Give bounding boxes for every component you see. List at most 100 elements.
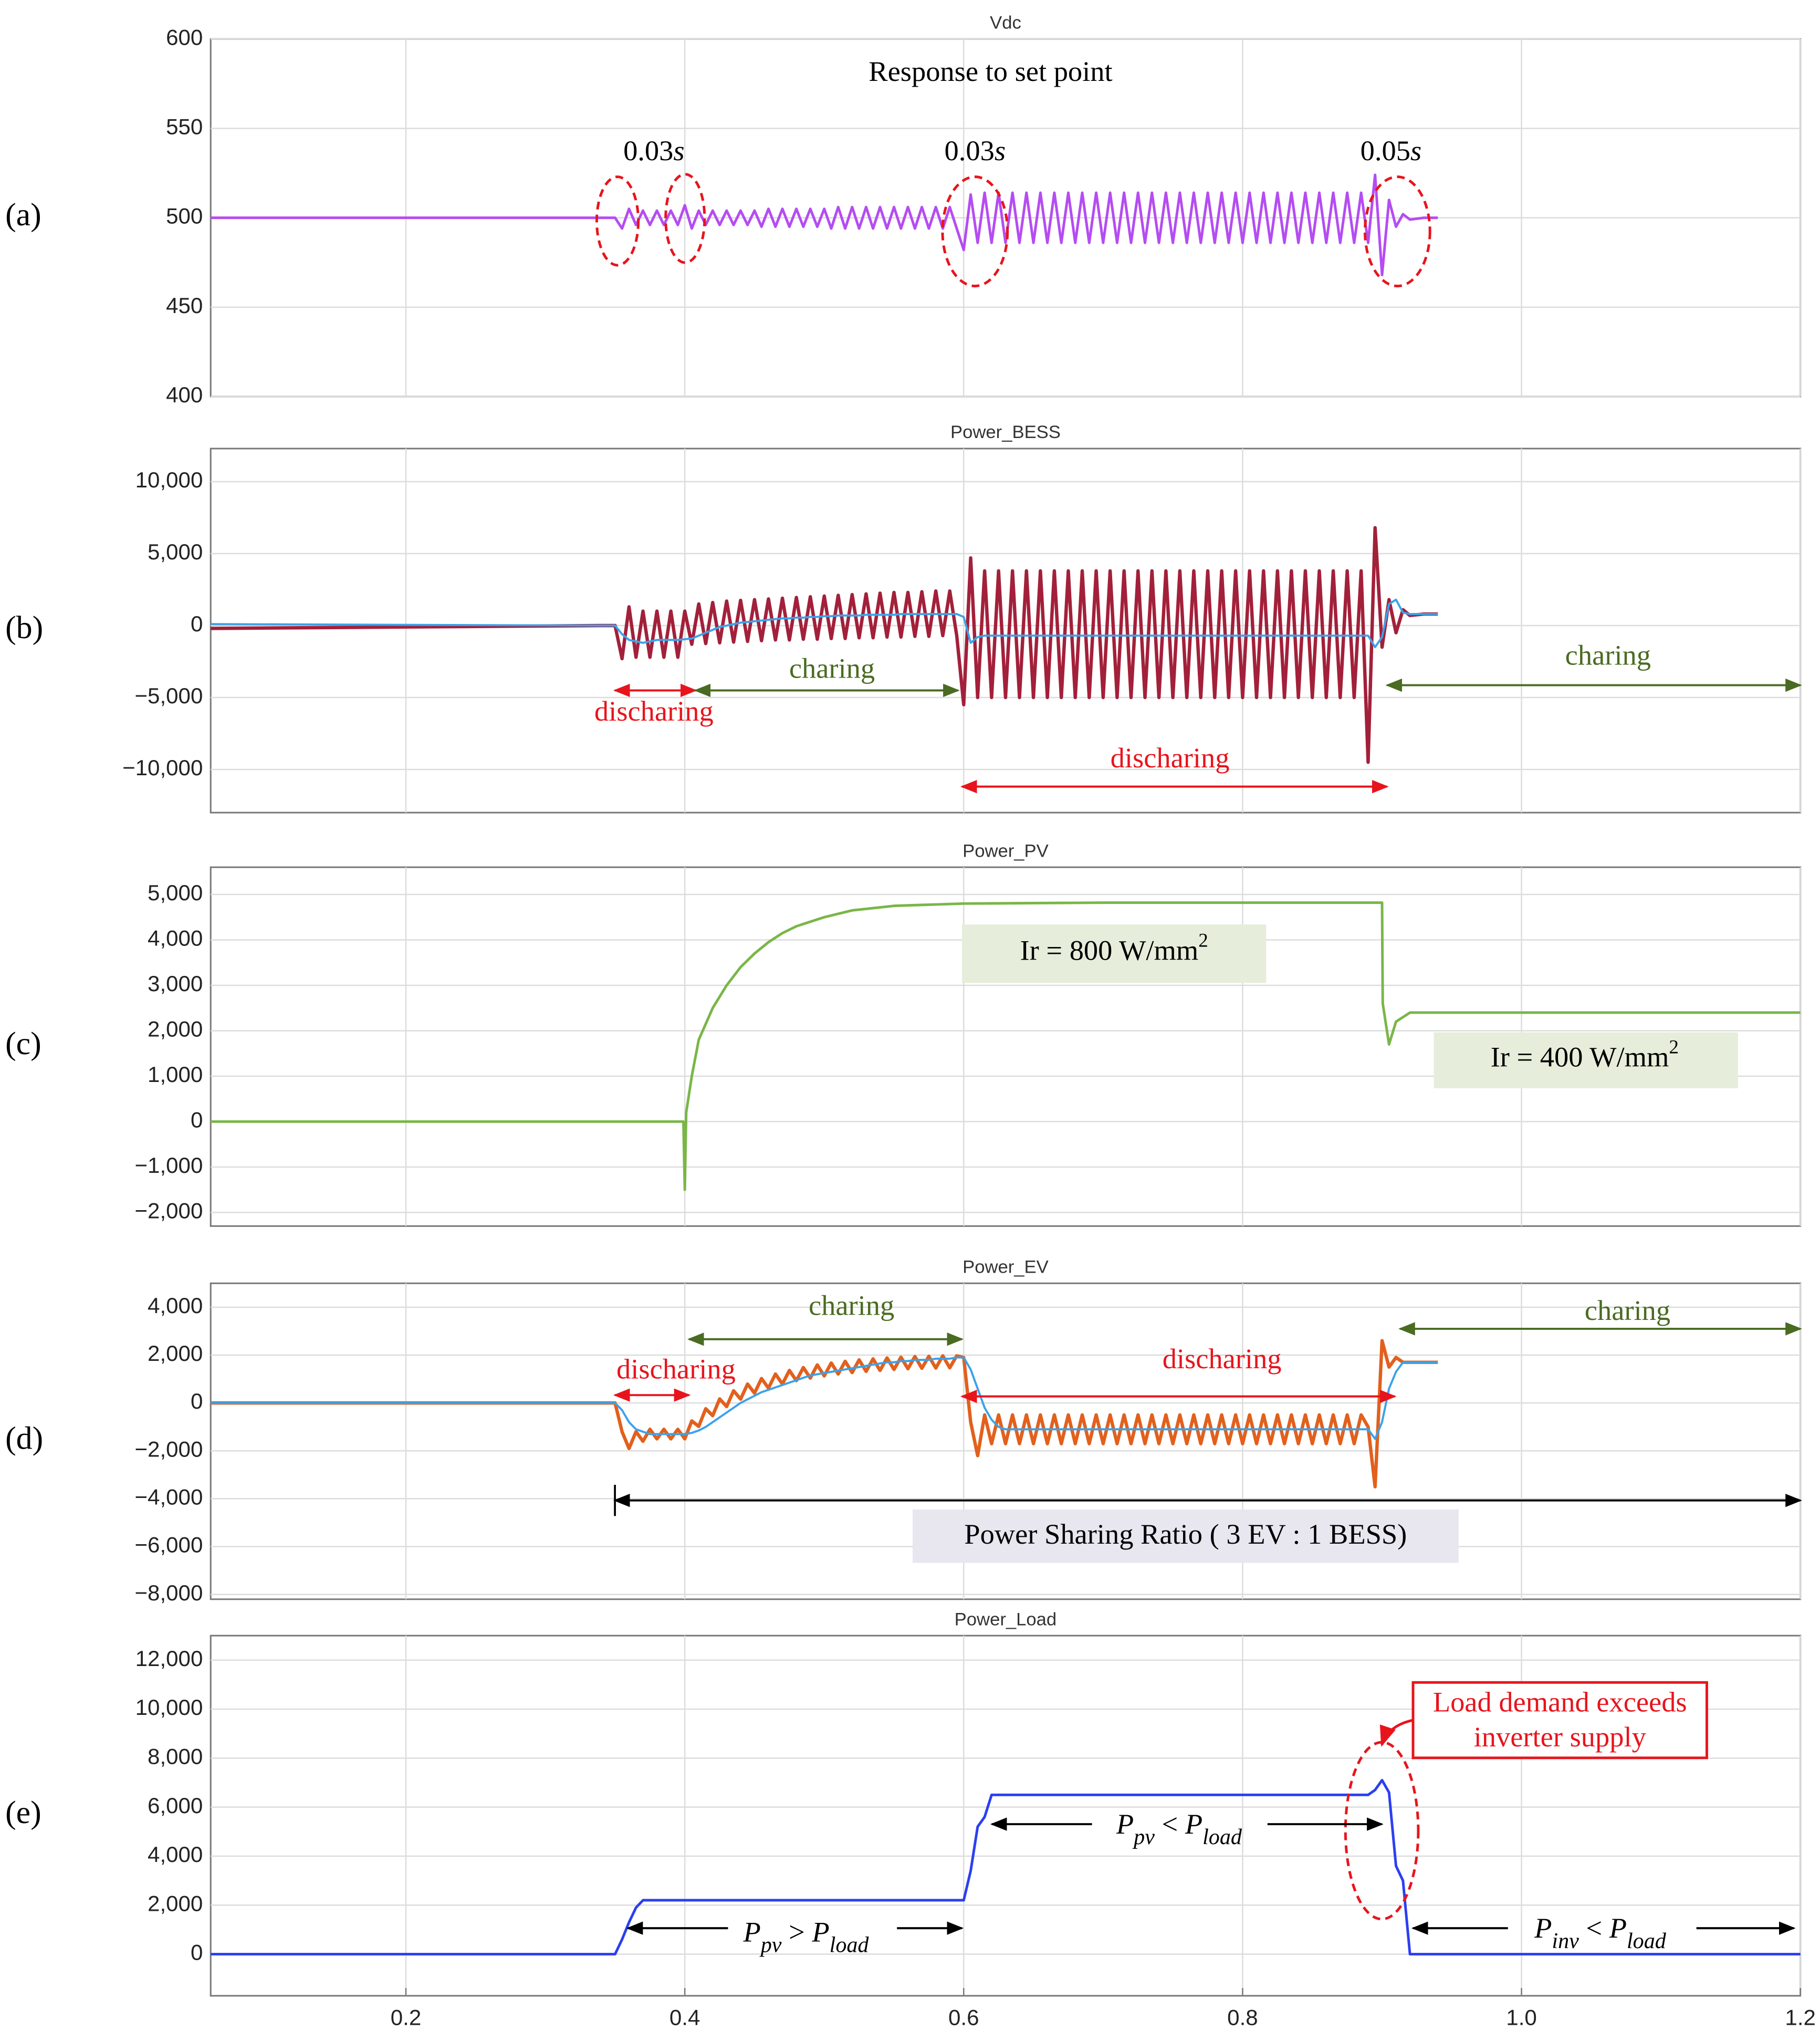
y-tick-label: 4,000 xyxy=(148,1842,203,1867)
highlight-ellipse xyxy=(664,173,706,264)
chart-title: Power_PV xyxy=(963,841,1049,861)
panel-label: (b) xyxy=(5,610,43,646)
panel-label: (d) xyxy=(5,1420,43,1456)
annotation: discharing xyxy=(594,695,714,727)
y-tick-label: −6,000 xyxy=(134,1533,203,1557)
y-tick-label: 0 xyxy=(191,611,203,636)
chart-title: Power_EV xyxy=(963,1257,1049,1277)
plot-area xyxy=(210,447,1802,814)
y-tick-label: 5,000 xyxy=(148,539,203,564)
annotation-part: P xyxy=(1185,1808,1202,1840)
y-tick-label: −4,000 xyxy=(134,1485,203,1510)
annotation-part: pv xyxy=(1132,1825,1155,1849)
annotation-part: > xyxy=(781,1916,812,1948)
annotation-part: 0.03 xyxy=(945,134,995,166)
x-tick-label: 0.2 xyxy=(391,2005,422,2030)
annotation-part: 0.03 xyxy=(623,134,673,166)
x-tick-label: 1.0 xyxy=(1506,2005,1537,2030)
annotation-part: inverter supply xyxy=(1474,1721,1647,1753)
annotation-part: 2 xyxy=(1669,1037,1679,1058)
annotation: Ir = 400 W/mm2 xyxy=(1491,1037,1679,1073)
annotation-part: Load demand exceeds xyxy=(1433,1685,1687,1718)
annotation: Pinv < Pload xyxy=(1534,1912,1667,1953)
y-tick-label: 0 xyxy=(191,1108,203,1132)
annotation-part: s xyxy=(673,134,684,166)
annotation: inverter supply xyxy=(1474,1721,1647,1753)
annotation: 0.03s xyxy=(945,134,1006,166)
annotation: Response to set point xyxy=(869,55,1112,87)
annotation-part: 2 xyxy=(1198,930,1208,952)
y-tick-label: 4,000 xyxy=(148,1293,203,1318)
y-tick-label: 4,000 xyxy=(148,926,203,951)
annotation-part: discharing xyxy=(1163,1342,1282,1374)
annotation-part: P xyxy=(742,1916,760,1948)
chart-title: Power_Load xyxy=(955,1609,1057,1629)
annotation: charing xyxy=(789,652,875,684)
y-tick-label: 6,000 xyxy=(148,1793,203,1818)
y-tick-label: 2,000 xyxy=(148,1017,203,1042)
callout-arrow xyxy=(1379,1719,1414,1747)
y-tick-label: 0 xyxy=(191,1940,203,1965)
panel-label: (a) xyxy=(5,197,41,233)
annotation: charing xyxy=(1585,1294,1670,1326)
y-tick-label: 0 xyxy=(191,1389,203,1413)
y-tick-label: 3,000 xyxy=(148,971,203,996)
label-box xyxy=(1434,1032,1738,1088)
annotation-part: charing xyxy=(1585,1294,1670,1326)
annotation: discharing xyxy=(616,1352,736,1385)
y-tick-label: 12,000 xyxy=(135,1646,203,1671)
annotation-part: Ir = 400 W/mm xyxy=(1491,1040,1669,1073)
y-tick-label: 2,000 xyxy=(148,1341,203,1366)
panel-label: (e) xyxy=(5,1795,41,1830)
annotation-part: 0.05 xyxy=(1361,134,1410,166)
annotation-part: P xyxy=(1534,1912,1552,1944)
annotation-part: P xyxy=(1116,1808,1134,1840)
annotation: charing xyxy=(1565,639,1651,671)
annotation-part: charing xyxy=(789,652,875,684)
annotation-part: discharing xyxy=(1111,742,1230,774)
annotation-part: s xyxy=(1410,134,1421,166)
y-tick-label: 500 xyxy=(166,204,203,228)
annotation-part: charing xyxy=(809,1289,894,1321)
panel-label: (c) xyxy=(5,1026,41,1061)
annotation-part: < xyxy=(1155,1808,1185,1840)
y-tick-label: 8,000 xyxy=(148,1744,203,1768)
annotation: Load demand exceeds xyxy=(1433,1685,1687,1718)
y-tick-label: 10,000 xyxy=(135,1695,203,1720)
annotation-part: s xyxy=(995,134,1006,166)
y-tick-label: 2,000 xyxy=(148,1891,203,1916)
annotation: charing xyxy=(809,1289,894,1321)
annotation-part: discharing xyxy=(594,695,714,727)
annotation-part: load xyxy=(830,1933,870,1957)
annotation: 0.03s xyxy=(623,134,685,166)
annotation-part: Power Sharing Ratio ( 3 EV : 1 BESS) xyxy=(964,1517,1407,1549)
label-box xyxy=(912,1510,1459,1563)
annotation-part: load xyxy=(1627,1929,1667,1953)
x-tick-label: 1.2 xyxy=(1785,2005,1816,2030)
chart-title: Vdc xyxy=(990,13,1021,33)
highlight-ellipse xyxy=(1344,1741,1420,1921)
highlight-ellipse xyxy=(1363,175,1431,288)
y-tick-label: −5,000 xyxy=(134,683,203,708)
annotation-part: Ir = 800 W/mm xyxy=(1020,934,1198,966)
annotation: 0.05s xyxy=(1361,134,1422,166)
highlight-ellipse xyxy=(595,175,640,267)
y-tick-label: 450 xyxy=(166,293,203,318)
annotation-part: < xyxy=(1579,1912,1609,1944)
y-tick-label: −8,000 xyxy=(134,1580,203,1605)
annotation-part: pv xyxy=(759,1933,782,1957)
x-tick-label: 0.6 xyxy=(948,2005,979,2030)
y-tick-label: −1,000 xyxy=(134,1153,203,1178)
annotation: Ppv > Pload xyxy=(742,1916,869,1957)
annotation-part: discharing xyxy=(616,1352,736,1385)
series-line xyxy=(211,901,1801,1191)
y-tick-label: −2,000 xyxy=(134,1199,203,1223)
y-tick-label: 10,000 xyxy=(135,467,203,492)
chart-title: Power_BESS xyxy=(950,422,1061,442)
annotation: discharing xyxy=(1111,742,1230,774)
annotation-part: P xyxy=(1609,1912,1627,1944)
annotation-part: load xyxy=(1202,1825,1242,1849)
series-line xyxy=(211,1339,1438,1489)
label-box xyxy=(962,924,1267,983)
x-tick-label: 0.4 xyxy=(670,2005,700,2030)
